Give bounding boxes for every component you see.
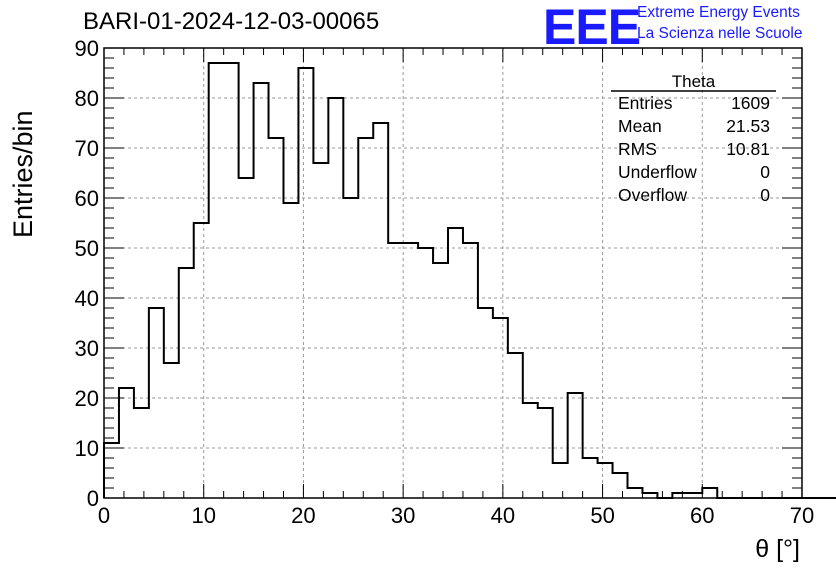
frame-layer [103, 47, 803, 499]
histogram-bin [298, 68, 313, 498]
histogram-bin [194, 223, 209, 498]
x-tick-label: 50 [590, 503, 614, 528]
stats-value: 0 [760, 162, 770, 182]
x-tick-label: 60 [690, 503, 714, 528]
stats-title: Theta [672, 72, 716, 91]
histogram-bin [403, 243, 418, 498]
histogram-bin [373, 123, 388, 498]
stats-label: Overflow [618, 185, 687, 205]
y-tick-label: 60 [75, 186, 99, 211]
histogram-bin [164, 363, 179, 498]
histogram-bin [149, 308, 164, 498]
stats-value: 0 [760, 185, 770, 205]
x-tick-label: 0 [98, 503, 110, 528]
grid-layer [104, 48, 802, 498]
histogram-bin [598, 463, 613, 498]
stats-label: RMS [618, 139, 657, 159]
x-tick-label: 40 [491, 503, 515, 528]
histogram-bin [628, 488, 643, 498]
histogram-bin [583, 458, 598, 498]
eee-logo: EEE [543, 0, 641, 55]
histogram-bin [613, 473, 628, 498]
tick-layer [103, 47, 803, 499]
plot-frame [103, 47, 803, 499]
histogram-bin [358, 138, 373, 498]
histogram-bin [239, 178, 254, 498]
histogram-bin [104, 443, 119, 498]
histogram-bin [269, 138, 284, 498]
histogram-bin [224, 63, 239, 498]
y-tick-label: 40 [75, 286, 99, 311]
x-tick-label: 70 [790, 503, 814, 528]
stats-label: Entries [618, 93, 673, 113]
histogram-bin [523, 403, 538, 498]
y-tick-label: 10 [75, 436, 99, 461]
histogram-bin [478, 308, 493, 498]
y-tick-label: 70 [75, 136, 99, 161]
chart-title: BARI-01-2024-12-03-00065 [83, 8, 380, 35]
histogram-bin [209, 63, 224, 498]
stats-label: Underflow [618, 162, 697, 182]
stats-box: Theta Entries 1609 Mean 21.53 RMS 10.81 Underfl… [611, 72, 776, 205]
y-tick-label: 90 [75, 36, 99, 61]
histogram-bin [448, 228, 463, 498]
histogram-bin [538, 408, 553, 498]
histogram-bin [568, 393, 583, 498]
y-tick-label: 50 [75, 236, 99, 261]
histogram-bin [134, 408, 149, 498]
histogram-bin [254, 83, 269, 498]
histogram-bin [313, 163, 328, 498]
stats-value: 1609 [731, 93, 770, 113]
histogram-bin [418, 248, 433, 498]
histogram-bin [702, 488, 717, 498]
stats-value: 21.53 [726, 116, 770, 136]
histogram-bin [343, 198, 358, 498]
histogram-bin [328, 98, 343, 498]
histogram-bin [283, 203, 298, 498]
histogram-bin [388, 243, 403, 498]
histogram-bin [463, 243, 478, 498]
y-tick-label: 80 [75, 86, 99, 111]
histogram-bin [508, 353, 523, 498]
logo-line-2: La Scienza nelle Scuole [637, 25, 803, 42]
histogram-bin [179, 268, 194, 498]
x-tick-label: 30 [391, 503, 415, 528]
y-tick-label: 20 [75, 386, 99, 411]
histogram-bin [433, 263, 448, 498]
histogram-bin [493, 318, 508, 498]
x-tick-label: 10 [191, 503, 215, 528]
x-tick-label: 20 [291, 503, 315, 528]
stats-value: 10.81 [726, 139, 770, 159]
y-tick-label: 30 [75, 336, 99, 361]
stats-label: Mean [618, 116, 662, 136]
y-tick-label: 0 [87, 486, 99, 511]
tick-label-layer: 0 10 20 30 40 50 60 70 0 10 20 30 40 50 60 70 80 90 [75, 36, 815, 528]
histogram-bin [119, 388, 134, 498]
logo-line-1: Extreme Energy Events [637, 4, 800, 21]
histogram-bin [553, 463, 568, 498]
x-axis-label: θ [°] [755, 535, 800, 563]
